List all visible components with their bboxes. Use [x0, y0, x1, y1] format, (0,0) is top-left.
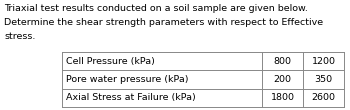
Text: stress.: stress.	[4, 32, 35, 41]
Text: Cell Pressure (kPa): Cell Pressure (kPa)	[66, 57, 155, 66]
Text: 350: 350	[314, 75, 332, 84]
Text: 200: 200	[273, 75, 292, 84]
Text: 1200: 1200	[312, 57, 336, 66]
Text: Triaxial test results conducted on a soil sample are given below.: Triaxial test results conducted on a soi…	[4, 4, 308, 13]
Text: Axial Stress at Failure (kPa): Axial Stress at Failure (kPa)	[66, 93, 196, 102]
Text: Pore water pressure (kPa): Pore water pressure (kPa)	[66, 75, 189, 84]
Text: 2600: 2600	[312, 93, 336, 102]
Text: 800: 800	[273, 57, 292, 66]
Text: 1800: 1800	[271, 93, 294, 102]
Text: Determine the shear strength parameters with respect to Effective: Determine the shear strength parameters …	[4, 18, 323, 27]
